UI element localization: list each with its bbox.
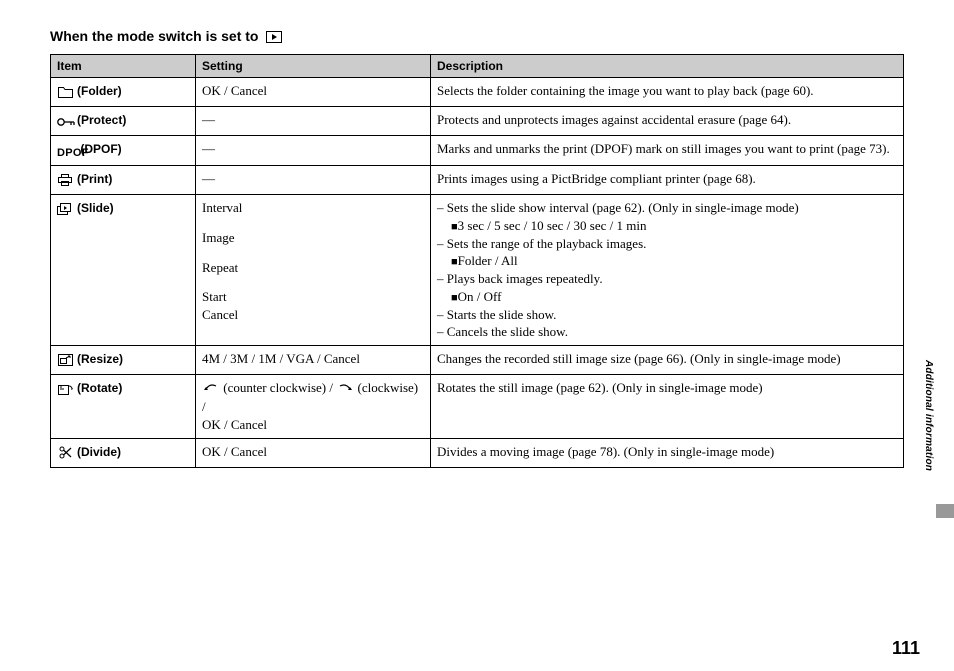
item-label-text: (Divide) bbox=[77, 445, 121, 459]
item-label-text: (Folder) bbox=[77, 84, 122, 98]
printer-icon bbox=[57, 174, 73, 190]
item-print: (Print) bbox=[57, 172, 112, 186]
item-rotate: (Rotate) bbox=[57, 381, 122, 395]
item-dpof: DPOF (DPOF) bbox=[57, 142, 122, 156]
slide-desc-l2: – Sets the range of the playback images. bbox=[437, 235, 897, 253]
table-row: DPOF (DPOF) — Marks and unmarks the prin… bbox=[51, 136, 904, 166]
desc-cell: Rotates the still image (page 62). (Only… bbox=[431, 374, 904, 438]
item-folder: (Folder) bbox=[57, 84, 122, 98]
item-label-text: (Print) bbox=[77, 172, 112, 186]
item-label-text: (Resize) bbox=[77, 352, 123, 366]
desc-cell: Marks and unmarks the print (DPOF) mark … bbox=[431, 136, 904, 166]
key-icon bbox=[57, 115, 73, 131]
setting-start: Start bbox=[202, 288, 424, 306]
setting-cell: Interval Image Repeat Start Cancel bbox=[196, 195, 431, 345]
arrow-ccw-icon bbox=[204, 381, 218, 399]
setting-cell: 4M / 3M / 1M / VGA / Cancel bbox=[196, 345, 431, 374]
table-row: (Resize) 4M / 3M / 1M / VGA / Cancel Cha… bbox=[51, 345, 904, 374]
playback-icon bbox=[266, 30, 282, 46]
slide-desc-l4: – Starts the slide show. bbox=[437, 306, 897, 324]
slide-desc-l3: – Plays back images repeatedly. bbox=[437, 270, 897, 288]
slide-desc-l3b: ■On / Off bbox=[437, 288, 897, 306]
setting-cell: OK / Cancel bbox=[196, 438, 431, 467]
item-slide: (Slide) bbox=[57, 201, 114, 215]
desc-cell: Changes the recorded still image size (p… bbox=[431, 345, 904, 374]
desc-cell: – Sets the slide show interval (page 62)… bbox=[431, 195, 904, 345]
desc-cell: Protects and unprotects images against a… bbox=[431, 107, 904, 136]
slide-desc-l1b: ■3 sec / 5 sec / 10 sec / 30 sec / 1 min bbox=[437, 217, 897, 235]
scissors-icon bbox=[57, 446, 73, 463]
side-tab-marker bbox=[936, 504, 954, 518]
setting-cell: — bbox=[196, 136, 431, 166]
item-divide: (Divide) bbox=[57, 445, 121, 459]
slide-desc-l2b: ■Folder / All bbox=[437, 252, 897, 270]
setting-cell: — bbox=[196, 166, 431, 195]
dpof-icon: DPOF bbox=[57, 146, 73, 161]
item-protect: (Protect) bbox=[57, 113, 126, 127]
setting-image: Image bbox=[202, 229, 424, 247]
table-row: (Protect) — Protects and unprotects imag… bbox=[51, 107, 904, 136]
setting-cell: — bbox=[196, 107, 431, 136]
setting-cancel: Cancel bbox=[202, 306, 424, 324]
desc-cell: Selects the folder containing the image … bbox=[431, 78, 904, 107]
slide-desc-l1: – Sets the slide show interval (page 62)… bbox=[437, 199, 897, 217]
setting-cell: OK / Cancel bbox=[196, 78, 431, 107]
slide-desc-l5: – Cancels the slide show. bbox=[437, 323, 897, 341]
rotate-icon bbox=[57, 383, 73, 399]
setting-repeat: Repeat bbox=[202, 259, 424, 277]
item-resize: (Resize) bbox=[57, 352, 123, 366]
resize-icon bbox=[57, 354, 73, 370]
item-label-text: (DPOF) bbox=[80, 142, 121, 156]
desc-cell: Prints images using a PictBridge complia… bbox=[431, 166, 904, 195]
menu-table: Item Setting Description (Folder) OK / C… bbox=[50, 54, 904, 468]
table-row: (Divide) OK / Cancel Divides a moving im… bbox=[51, 438, 904, 467]
table-header-row: Item Setting Description bbox=[51, 55, 904, 78]
setting-interval: Interval bbox=[202, 199, 424, 217]
arrow-cw-icon bbox=[338, 381, 352, 399]
table-row: (Slide) Interval Image Repeat Start Canc… bbox=[51, 195, 904, 345]
side-section-label: Additional information bbox=[923, 360, 934, 471]
folder-icon bbox=[57, 86, 73, 102]
slideshow-icon bbox=[57, 203, 73, 219]
item-label-text: (Rotate) bbox=[77, 381, 122, 395]
setting-cell: (counter clockwise) / (clockwise) / OK /… bbox=[196, 374, 431, 438]
rotate-rest-text: OK / Cancel bbox=[202, 416, 424, 434]
table-row: (Folder) OK / Cancel Selects the folder … bbox=[51, 78, 904, 107]
col-item: Item bbox=[51, 55, 196, 78]
table-row: (Rotate) (counter clockwise) / (clockwis… bbox=[51, 374, 904, 438]
item-label-text: (Protect) bbox=[77, 113, 126, 127]
col-setting: Setting bbox=[196, 55, 431, 78]
page-number: 111 bbox=[892, 638, 920, 659]
col-description: Description bbox=[431, 55, 904, 78]
table-row: (Print) — Prints images using a PictBrid… bbox=[51, 166, 904, 195]
rotate-ccw-text: (counter clockwise) / bbox=[223, 380, 333, 395]
section-heading: When the mode switch is set to bbox=[50, 28, 904, 46]
heading-text: When the mode switch is set to bbox=[50, 28, 258, 44]
item-label-text: (Slide) bbox=[77, 201, 114, 215]
desc-cell: Divides a moving image (page 78). (Only … bbox=[431, 438, 904, 467]
